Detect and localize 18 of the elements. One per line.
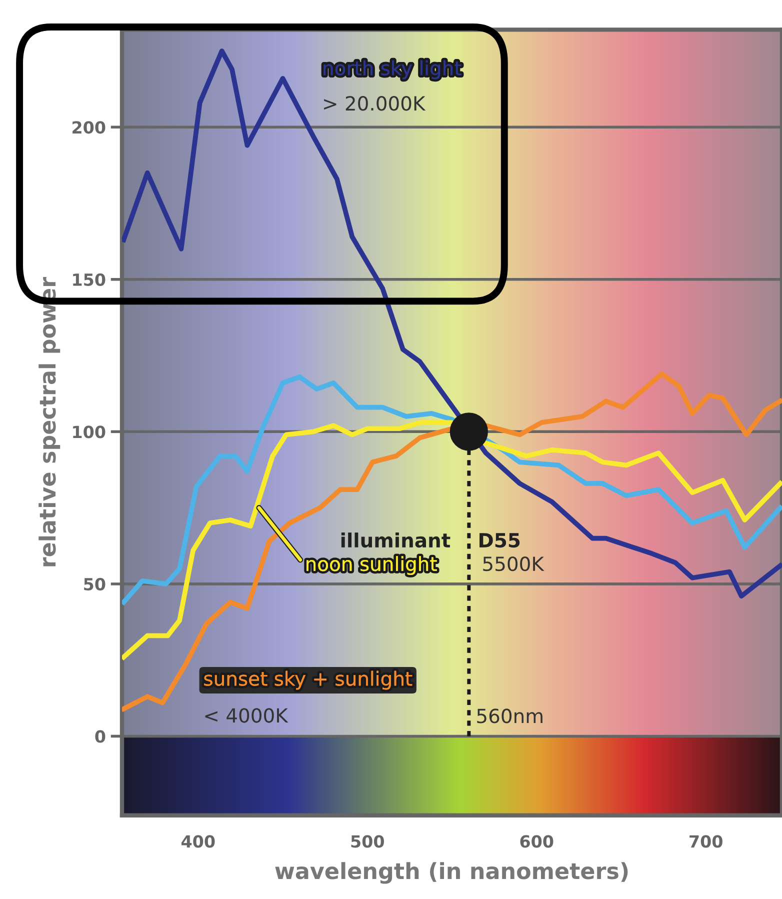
y-tick-label: 100 [73, 426, 106, 438]
annotation: 5500K [483, 556, 544, 572]
annotation: > 20.000K [324, 96, 426, 111]
series-label: sunset sky + sunlight [204, 670, 412, 690]
x-tick-label: 600 [520, 835, 554, 848]
x-axis-title: wavelength (in nanometers) [275, 862, 628, 884]
y-tick-label: 200 [72, 121, 106, 134]
annotation: < 4000K [205, 708, 288, 723]
annotation: illuminant D55 [341, 532, 520, 548]
y-tick-label: 50 [84, 578, 106, 591]
x-tick-label: 500 [351, 835, 384, 848]
ref-line-label: 560nm [477, 708, 542, 724]
text: noon sunlight [306, 556, 437, 575]
y-tick-label: 150 [73, 273, 106, 286]
y-tick-label: 0 [95, 730, 106, 743]
x-tick-label: 400 [182, 835, 215, 848]
x-tick-label: 700 [690, 835, 722, 848]
series-label: north sky light [324, 60, 462, 80]
